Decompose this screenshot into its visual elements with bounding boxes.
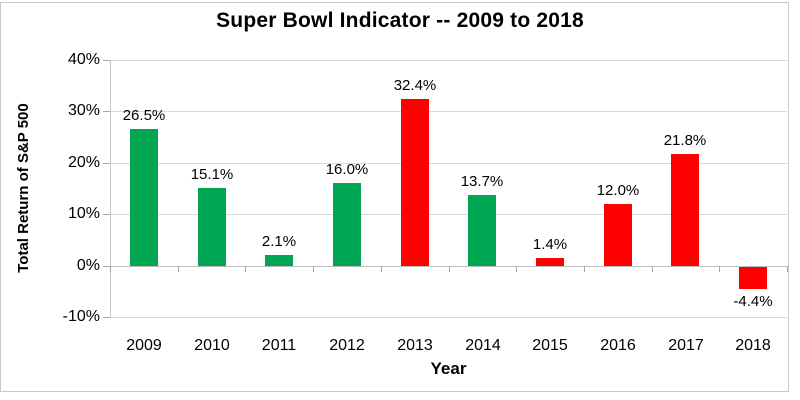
y-axis-tick — [103, 60, 110, 61]
y-tick-label: 10% — [67, 205, 100, 222]
bar-2011 — [265, 255, 293, 266]
x-axis-tick — [516, 266, 517, 272]
y-axis-line — [110, 60, 111, 318]
data-label-2014: 13.7% — [460, 173, 504, 190]
x-axis-tick — [313, 266, 314, 272]
data-label-2012: 16.0% — [325, 161, 369, 178]
x-tick-label: 2011 — [261, 337, 297, 354]
bar-2017 — [671, 154, 699, 266]
x-axis-title: Year — [430, 359, 467, 378]
x-axis-tick — [245, 266, 246, 272]
y-tick-label: 0% — [76, 257, 100, 274]
y-axis-tick — [103, 266, 110, 267]
data-label-2018: -4.4% — [733, 293, 773, 310]
bar-2016 — [604, 204, 632, 266]
x-axis-tick — [787, 266, 788, 272]
y-axis-tick — [103, 317, 110, 318]
gridline--10% — [110, 317, 787, 318]
plot-area: 26.5% 15.1% 2.1% 16.0% 32.4% 13.7% 1.4% 12.0% 21… — [103, 60, 788, 318]
y-tick-label: 20% — [67, 154, 100, 171]
bar-2018 — [739, 267, 767, 289]
data-label-2011: 2.1% — [261, 233, 297, 250]
data-label-2013: 32.4% — [393, 77, 437, 94]
gridline-40% — [110, 60, 787, 61]
gridline-0% — [110, 266, 787, 267]
data-label-2017: 21.8% — [663, 132, 707, 149]
bar-2009 — [130, 129, 158, 266]
x-tick-label: 2016 — [600, 337, 636, 354]
x-axis-tick — [110, 266, 111, 272]
data-label-2016: 12.0% — [596, 182, 640, 199]
x-tick-label: 2009 — [126, 337, 162, 354]
x-axis-tick — [584, 266, 585, 272]
x-axis-tick — [449, 266, 450, 272]
x-tick-label: 2010 — [194, 337, 230, 354]
gridline-30% — [110, 111, 787, 112]
y-axis-tick — [103, 163, 110, 164]
bar-2014 — [468, 195, 496, 266]
y-axis-tick — [103, 111, 110, 112]
x-axis-tick — [178, 266, 179, 272]
bar-2015 — [536, 258, 564, 266]
y-tick-label: -10% — [62, 308, 100, 325]
y-axis-title: Total Return of S&P 500 — [15, 103, 32, 273]
x-axis-tick — [719, 266, 720, 272]
bar-2012 — [333, 183, 361, 266]
bar-2013 — [401, 99, 429, 266]
x-axis-tick — [381, 266, 382, 272]
x-axis-tick — [652, 266, 653, 272]
x-tick-label: 2014 — [465, 337, 501, 354]
data-label-2009: 26.5% — [122, 107, 166, 124]
data-label-2015: 1.4% — [532, 236, 568, 253]
y-tick-label: 40% — [67, 51, 100, 68]
x-tick-label: 2018 — [735, 337, 771, 354]
x-tick-label: 2017 — [668, 337, 704, 354]
y-axis-tick — [103, 214, 110, 215]
y-tick-label: 30% — [67, 102, 100, 119]
bar-2010 — [198, 188, 226, 266]
gridline-20% — [110, 163, 787, 164]
x-tick-label: 2013 — [397, 337, 433, 354]
gridline-10% — [110, 214, 787, 215]
x-tick-label: 2012 — [329, 337, 365, 354]
data-label-2010: 15.1% — [190, 166, 234, 183]
x-tick-label: 2015 — [532, 337, 568, 354]
chart-title: Super Bowl Indicator -- 2009 to 2018 — [216, 9, 584, 32]
